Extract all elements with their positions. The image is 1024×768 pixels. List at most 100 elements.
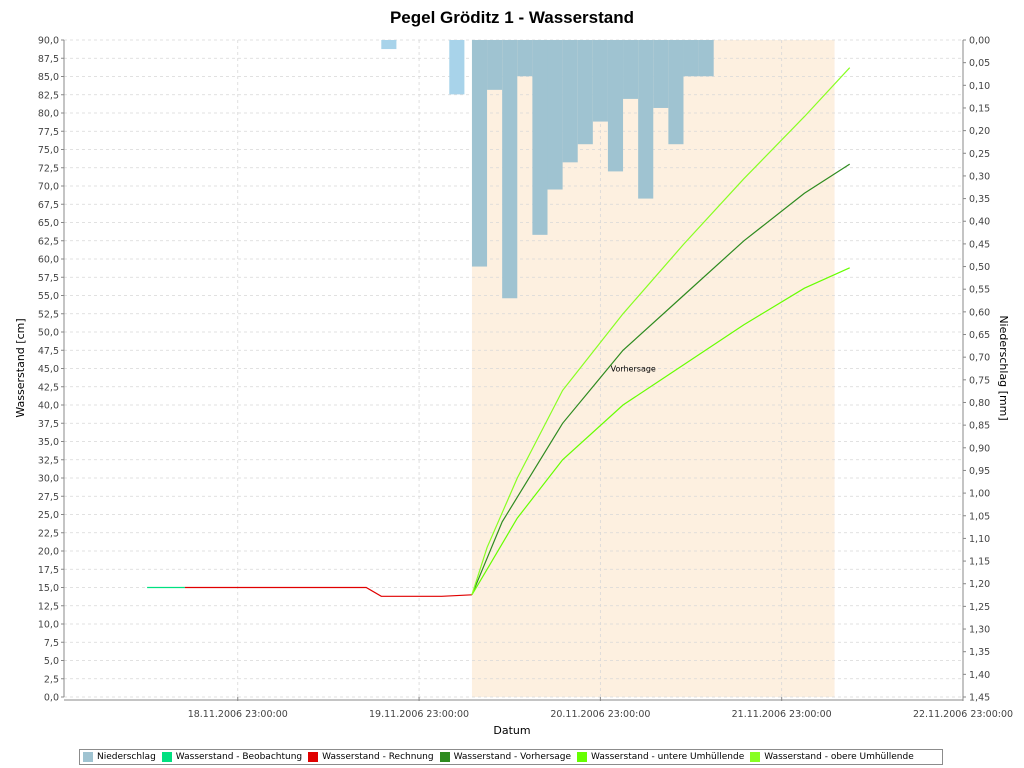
precipitation-bar <box>449 40 465 95</box>
precipitation-bar <box>623 40 639 99</box>
legend-swatch <box>577 752 588 762</box>
y2-tick-label: 1,35 <box>969 647 990 658</box>
y-tick-label: 60,0 <box>38 255 59 266</box>
y-tick-label: 82,5 <box>38 90 59 101</box>
precipitation-bar <box>517 40 533 77</box>
y-tick-label: 17,5 <box>38 565 59 576</box>
y-tick-label: 32,5 <box>38 455 59 466</box>
precipitation-bar <box>698 40 714 77</box>
y-tick-label: 70,0 <box>38 182 59 193</box>
y-tick-label: 75,0 <box>38 145 59 156</box>
y2-tick-label: 0,75 <box>969 375 990 386</box>
precipitation-bar <box>502 40 518 299</box>
y2-tick-label: 1,45 <box>969 693 990 704</box>
precipitation-bar <box>547 40 563 190</box>
axes: 0,0 2,5 5,0 7,5 10,0 12,5 15,0 17,5 20,0 22,5 25,0… <box>38 36 1013 721</box>
chart-title: Pegel Gröditz 1 - Wasserstand <box>390 8 634 27</box>
precipitation-bar <box>592 40 608 122</box>
x-axis-label: Datum <box>493 724 530 737</box>
y-tick-label: 37,5 <box>38 419 59 430</box>
y2-tick-label: 1,15 <box>969 557 990 568</box>
y2-tick-label: 0,55 <box>969 285 990 296</box>
y2-tick-label: 1,25 <box>969 602 990 613</box>
y-tick-label: 57,5 <box>38 273 59 284</box>
y-tick-label: 45,0 <box>38 364 59 375</box>
legend-label: Wasserstand - obere Umhüllende <box>764 752 914 762</box>
y2-tick-label: 0,90 <box>969 443 990 454</box>
annotation-vorhersage: Vorhersage <box>611 365 656 374</box>
y2-tick-label: 0,60 <box>969 307 990 318</box>
y-tick-label: 80,0 <box>38 109 59 120</box>
x-tick-label: 21.11.2006 23:00:00 <box>732 709 832 720</box>
precipitation-bar <box>638 40 654 199</box>
y-tick-label: 27,5 <box>38 492 59 503</box>
y-tick-label: 65,0 <box>38 218 59 229</box>
x-tick-label: 18.11.2006 23:00:00 <box>188 709 288 720</box>
y-tick-label: 67,5 <box>38 200 59 211</box>
legend-label: Wasserstand - untere Umhüllende <box>591 752 745 762</box>
y-tick-label: 47,5 <box>38 346 59 357</box>
precipitation-bar <box>381 40 397 50</box>
legend-label: Wasserstand - Beobachtung <box>175 752 303 762</box>
y2-tick-label: 0,00 <box>969 36 990 47</box>
y2-tick-label: 0,20 <box>969 126 990 137</box>
y-tick-label: 55,0 <box>38 291 59 302</box>
precipitation-bars <box>381 40 714 299</box>
y-tick-label: 85,0 <box>38 72 59 83</box>
y2-axis-label: Niederschlag [mm] <box>997 315 1010 420</box>
y-tick-label: 90,0 <box>38 36 59 47</box>
precipitation-bar <box>562 40 578 163</box>
precipitation-bar <box>653 40 669 108</box>
y-axis-label: Wasserstand [cm] <box>14 318 27 417</box>
y2-tick-label: 1,20 <box>969 579 990 590</box>
series-line <box>471 163 851 596</box>
y2-tick-label: 0,15 <box>969 103 990 114</box>
y-tick-label: 15,0 <box>38 583 59 594</box>
y2-tick-label: 1,10 <box>969 534 990 545</box>
legend-swatch <box>161 752 172 762</box>
series-line <box>184 586 472 597</box>
y-tick-label: 50,0 <box>38 328 59 339</box>
series-line <box>471 267 850 596</box>
y2-tick-label: 0,30 <box>969 171 990 182</box>
y2-tick-label: 0,05 <box>969 58 990 69</box>
y-tick-label: 5,0 <box>44 656 59 667</box>
y2-tick-label: 0,45 <box>969 239 990 250</box>
y-tick-label: 35,0 <box>38 437 59 448</box>
y2-tick-label: 0,80 <box>969 398 990 409</box>
y-tick-label: 0,0 <box>44 693 59 704</box>
x-tick-label: 19.11.2006 23:00:00 <box>369 709 469 720</box>
legend-swatch <box>83 752 93 762</box>
legend-swatch <box>439 752 450 762</box>
legend-swatch <box>308 752 319 762</box>
y-tick-label: 20,0 <box>38 547 59 558</box>
y2-tick-label: 1,05 <box>969 511 990 522</box>
y2-tick-label: 0,95 <box>969 466 990 477</box>
y2-tick-label: 0,85 <box>969 421 990 432</box>
y-tick-label: 52,5 <box>38 309 59 320</box>
precipitation-bar <box>577 40 593 145</box>
series-line <box>471 67 851 595</box>
legend-label: Niederschlag <box>97 752 156 762</box>
legend-swatch <box>750 752 761 762</box>
y-tick-label: 77,5 <box>38 127 59 138</box>
precipitation-bar <box>487 40 503 90</box>
legend-item: Wasserstand - Vorhersage <box>439 752 571 762</box>
x-tick-label: 22.11.2006 23:00:00 <box>913 709 1013 720</box>
series-lines <box>147 67 851 597</box>
y2-tick-label: 0,65 <box>969 330 990 341</box>
y2-tick-label: 0,40 <box>969 217 990 228</box>
precipitation-bar <box>532 40 548 235</box>
y2-tick-label: 0,50 <box>969 262 990 273</box>
y2-tick-label: 1,40 <box>969 670 990 681</box>
y2-tick-label: 0,25 <box>969 149 990 160</box>
y-tick-label: 30,0 <box>38 474 59 485</box>
legend-item: Wasserstand - Rechnung <box>308 752 434 762</box>
y-tick-label: 22,5 <box>38 528 59 539</box>
legend-item: Wasserstand - obere Umhüllende <box>750 752 914 762</box>
y-tick-label: 12,5 <box>38 601 59 612</box>
y2-tick-label: 1,00 <box>969 489 990 500</box>
y-tick-label: 72,5 <box>38 163 59 174</box>
y2-tick-label: 0,35 <box>969 194 990 205</box>
